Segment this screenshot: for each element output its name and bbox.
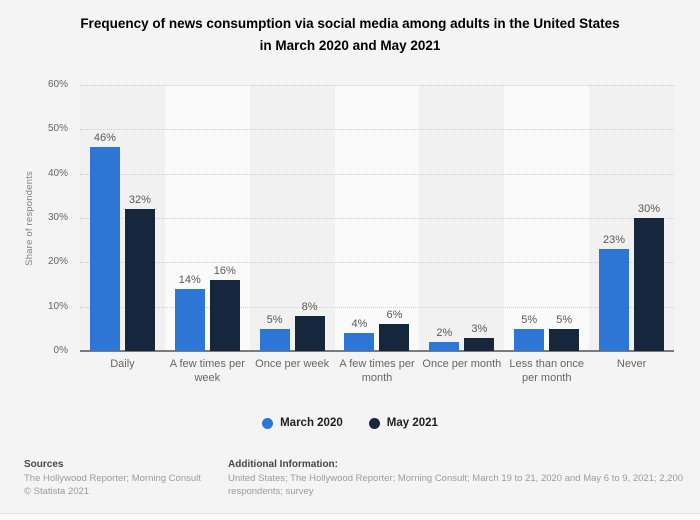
y-axis-ticks: 0% 10% 20% 30% 40% 50% 60% xyxy=(0,79,72,356)
bar-group-never: 23% 30% xyxy=(589,85,674,351)
x-category-label: Once per week xyxy=(255,358,330,370)
bottom-strip xyxy=(0,513,700,520)
bar-with-label: 2% xyxy=(429,327,460,351)
bar-with-label: 5% xyxy=(514,313,545,351)
bar-group-a-few-times-per-week: 14% 16% xyxy=(165,85,250,351)
gridline xyxy=(80,85,674,86)
bar-march-2020 xyxy=(344,333,375,351)
chart-title-line2: in March 2020 and May 2021 xyxy=(259,38,441,53)
bar-value-label: 3% xyxy=(471,322,488,335)
bar-may-2021 xyxy=(124,209,155,351)
x-axis-labels: Daily A few times per week Once per week A … xyxy=(80,357,674,385)
legend-marker-icon xyxy=(368,417,380,429)
footer: Sources The Hollywood Reporter; Morning … xyxy=(24,458,686,498)
additional-info-text: United States; The Hollywood Reporter; M… xyxy=(228,473,684,497)
bar-may-2021 xyxy=(549,328,580,351)
bar-march-2020 xyxy=(429,342,460,351)
bar-with-label: 6% xyxy=(379,309,410,351)
bar-march-2020 xyxy=(259,328,290,351)
bar-value-label: 16% xyxy=(213,265,236,278)
bar-group-a-few-times-per-month: 4% 6% xyxy=(335,85,420,351)
bar-group-once-per-week: 5% 8% xyxy=(250,85,335,351)
bar-value-label: 5% xyxy=(521,313,538,326)
y-tick-label: 60% xyxy=(47,79,68,90)
bar-may-2021 xyxy=(634,218,665,351)
gridline xyxy=(80,306,674,308)
sources-text: The Hollywood Reporter; Morning Consult xyxy=(24,473,201,484)
x-category-label: Once per month xyxy=(422,358,502,370)
bar-group-less-than-once-per-month: 5% 5% xyxy=(504,85,589,351)
bar-with-label: 23% xyxy=(599,234,630,351)
x-category-label: Less than once per month xyxy=(509,358,585,384)
footer-sources-column: Sources The Hollywood Reporter; Morning … xyxy=(24,458,228,498)
bar-value-label: 23% xyxy=(603,234,626,247)
y-tick-label: 30% xyxy=(47,212,68,223)
bar-with-label: 3% xyxy=(464,322,495,351)
bar-with-label: 4% xyxy=(344,318,375,351)
bar-value-label: 14% xyxy=(178,273,201,286)
legend-item-march-2020: March 2020 xyxy=(262,417,343,429)
legend-label: May 2021 xyxy=(386,417,438,429)
x-axis-line xyxy=(80,350,674,352)
bar-with-label: 8% xyxy=(294,300,325,351)
plot-area: 46% 32% 14% 16% 5% 8% 4% 6% 2% 3% 5% 5% 23% 30% xyxy=(80,85,675,352)
x-category-label: Daily xyxy=(110,358,135,370)
gridline xyxy=(80,129,674,131)
x-category-label: A few times per month xyxy=(339,358,415,384)
bar-group-daily: 46% 32% xyxy=(80,85,165,351)
bar-may-2021 xyxy=(379,324,410,351)
bar-with-label: 32% xyxy=(124,194,155,351)
legend-item-may-2021: May 2021 xyxy=(368,417,438,429)
bar-with-label: 16% xyxy=(209,265,240,351)
bar-march-2020 xyxy=(174,288,205,351)
bar-value-label: 5% xyxy=(556,313,573,326)
additional-info-label: Additional Information: xyxy=(228,459,338,470)
legend: March 2020 May 2021 xyxy=(0,417,700,429)
bar-group-once-per-month: 2% 3% xyxy=(419,85,504,351)
footer-additional-column: Additional Information: United States; T… xyxy=(228,458,686,498)
bar-may-2021 xyxy=(294,315,325,351)
y-tick-label: 40% xyxy=(47,167,68,179)
legend-label: March 2020 xyxy=(280,417,343,429)
y-tick-label: 20% xyxy=(47,256,68,268)
bar-with-label: 14% xyxy=(174,273,205,351)
chart-title-line1: Frequency of news consumption via social… xyxy=(80,16,620,31)
bar-march-2020 xyxy=(599,249,630,351)
gridline xyxy=(80,173,674,175)
bar-value-label: 8% xyxy=(301,300,318,313)
bar-value-label: 46% xyxy=(93,132,116,145)
bar-value-label: 32% xyxy=(128,194,151,207)
y-tick-label: 10% xyxy=(47,300,68,312)
gridline xyxy=(80,218,674,219)
legend-marker-icon xyxy=(262,417,274,429)
bar-march-2020 xyxy=(89,147,120,351)
bar-march-2020 xyxy=(514,328,545,351)
bar-with-label: 5% xyxy=(549,313,580,351)
statista-copyright: © Statista 2021 xyxy=(24,485,90,497)
bar-may-2021 xyxy=(464,337,495,351)
bar-value-label: 6% xyxy=(386,309,403,322)
x-category-label: Never xyxy=(616,358,647,370)
bar-may-2021 xyxy=(209,280,240,351)
bar-value-label: 30% xyxy=(638,203,661,215)
bar-with-label: 46% xyxy=(89,132,120,351)
bar-with-label: 5% xyxy=(259,313,290,351)
sources-label: Sources xyxy=(24,459,64,470)
gridline xyxy=(80,262,674,264)
y-tick-label: 0% xyxy=(53,345,68,356)
bar-with-label: 30% xyxy=(634,203,665,351)
chart-title: Frequency of news consumption via social… xyxy=(0,13,700,57)
bar-value-label: 4% xyxy=(351,318,368,331)
bar-value-label: 5% xyxy=(266,313,283,326)
bar-value-label: 2% xyxy=(436,327,453,340)
y-tick-label: 50% xyxy=(47,123,68,135)
x-category-label: A few times per week xyxy=(169,358,245,384)
